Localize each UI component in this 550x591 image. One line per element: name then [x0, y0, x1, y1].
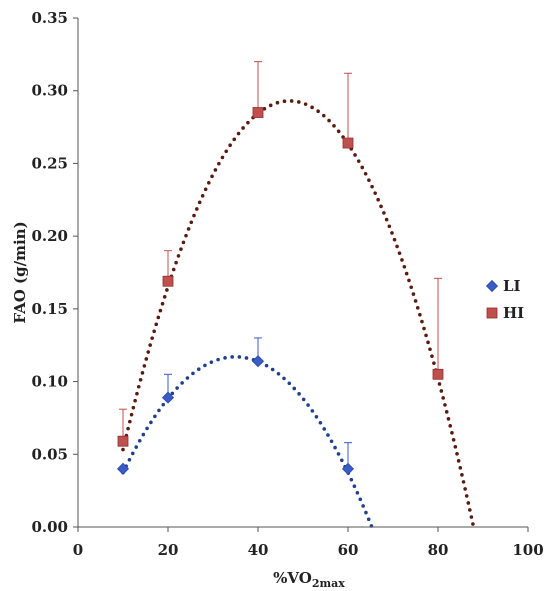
y-tick-label: 0.25	[31, 154, 68, 172]
legend-label-li: LI	[503, 277, 521, 295]
x-tick-label: 20	[158, 541, 179, 559]
x-axis-ticks: 0 20 40 60 80 100	[73, 527, 544, 559]
trendlines	[121, 99, 476, 529]
legend-label-hi: HI	[503, 304, 524, 322]
y-tick-label: 0.10	[31, 373, 68, 391]
y-tick-label: 0.15	[31, 300, 68, 318]
y-tick-label: 0.35	[31, 9, 68, 27]
data-point-hi	[432, 368, 444, 380]
x-tick-label: 100	[512, 541, 543, 559]
y-axis-title: FAO (g/min)	[11, 221, 29, 323]
y-tick-label: 0.20	[31, 227, 68, 245]
data-point-hi	[162, 275, 174, 287]
legend: LI HI	[485, 277, 524, 322]
y-tick-label: 0.30	[31, 82, 68, 100]
error-bars	[119, 61, 442, 469]
x-tick-label: 80	[428, 541, 449, 559]
x-axis-title-subscript: 2max	[312, 577, 345, 590]
x-tick-label: 0	[73, 541, 83, 559]
y-tick-label: 0.00	[31, 518, 68, 536]
x-tick-label: 40	[248, 541, 269, 559]
trendline-li	[121, 355, 374, 529]
legend-marker-li	[485, 279, 499, 293]
y-tick-label: 0.05	[31, 445, 68, 463]
legend-marker-hi	[486, 307, 498, 319]
trendline-hi	[121, 99, 476, 529]
y-axis-ticks: 0.00 0.05 0.10 0.15 0.20 0.25 0.30 0.35	[31, 9, 78, 536]
data-markers	[116, 107, 444, 475]
data-point-li	[116, 462, 130, 475]
x-axis-title: %VO2max	[273, 569, 345, 590]
x-tick-label: 60	[338, 541, 359, 559]
x-axis-title-main: %VO	[273, 569, 312, 587]
axes	[77, 18, 528, 528]
data-point-li	[251, 355, 265, 368]
data-point-hi	[342, 137, 354, 149]
data-point-li	[341, 462, 355, 475]
data-point-hi	[252, 107, 264, 118]
data-point-li	[161, 391, 175, 404]
data-point-hi	[117, 435, 129, 447]
